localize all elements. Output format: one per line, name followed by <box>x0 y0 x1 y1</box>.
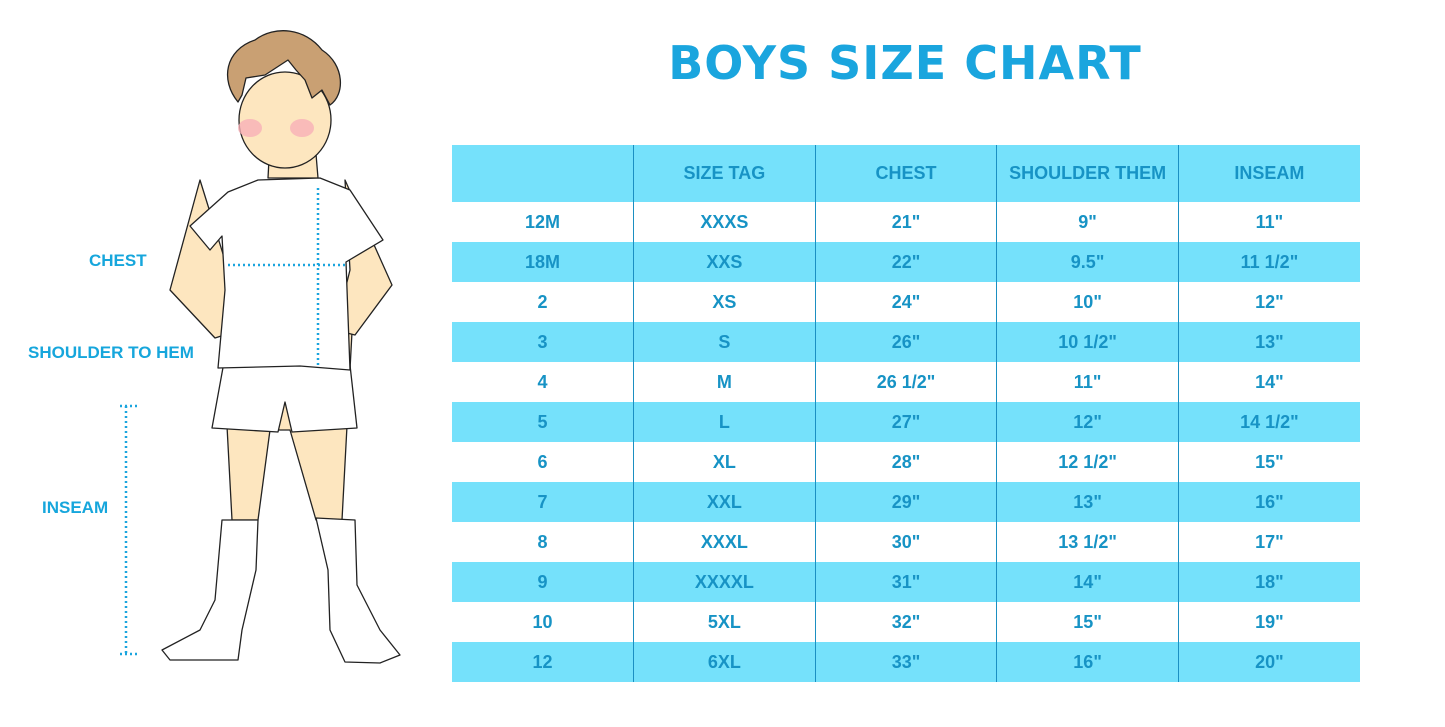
cell-shoulder: 16" <box>996 642 1179 682</box>
table-row: 5 L 27" 12" 14 1/2" <box>452 402 1360 442</box>
table-row: 6 XL 28" 12 1/2" 15" <box>452 442 1360 482</box>
cell-size-tag: XXL <box>633 482 816 522</box>
cell-chest: 29" <box>814 482 997 522</box>
table-row: 18M XXS 22" 9.5" 11 1/2" <box>452 242 1360 282</box>
cell-inseam: 14" <box>1177 362 1360 402</box>
header-inseam: INSEAM <box>1177 145 1360 202</box>
cell-age: 12 <box>452 642 634 682</box>
cell-shoulder: 12 1/2" <box>996 442 1179 482</box>
cell-shoulder: 10" <box>996 282 1179 322</box>
cell-shoulder: 11" <box>996 362 1179 402</box>
boy-illustration: CHEST SHOULDER TO HEM INSEAM <box>0 0 440 723</box>
cell-age: 8 <box>537 531 548 552</box>
cell-inseam: 14 1/2" <box>1177 402 1360 442</box>
boy-figure-icon <box>120 30 401 664</box>
cell-size-tag: XXXXL <box>633 562 816 602</box>
cell-inseam: 15" <box>1177 442 1360 482</box>
size-table: SIZE TAG CHEST SHOULDER THEM INSEAM 12M X… <box>452 145 1360 682</box>
cell-chest: 21" <box>814 202 997 242</box>
table-row: 12M XXXS 21" 9" 11" <box>452 202 1360 242</box>
cell-age: 3 <box>452 322 634 362</box>
cell-age: 2 <box>537 291 548 312</box>
cell-shoulder: 13" <box>996 482 1179 522</box>
shoulder-to-hem-label: SHOULDER TO HEM <box>28 343 194 362</box>
cell-size-tag: XXXL <box>633 522 816 562</box>
cell-size-tag: L <box>633 402 816 442</box>
cell-chest: 26 1/2" <box>814 362 997 402</box>
cell-size-tag: XL <box>633 442 816 482</box>
chest-label: CHEST <box>89 251 147 270</box>
cell-chest: 30" <box>814 522 997 562</box>
table-row: 2 XS 24" 10" 12" <box>452 282 1360 322</box>
cell-size-tag: 6XL <box>633 642 816 682</box>
cell-chest: 27" <box>814 402 997 442</box>
table-row: 10 5XL 32" 15" 19" <box>452 602 1360 642</box>
cell-shoulder: 9.5" <box>996 242 1179 282</box>
cell-inseam: 11" <box>1177 202 1360 242</box>
cell-inseam: 16" <box>1177 482 1360 522</box>
cell-chest: 33" <box>814 642 997 682</box>
cell-shoulder: 9" <box>996 202 1179 242</box>
cell-size-tag: XXXS <box>633 202 816 242</box>
cell-size-tag: XS <box>633 282 816 322</box>
header-shoulder: SHOULDER THEM <box>996 145 1179 202</box>
table-header-row: SIZE TAG CHEST SHOULDER THEM INSEAM <box>452 145 1360 202</box>
cell-inseam: 11 1/2" <box>1177 242 1360 282</box>
cell-shoulder: 13 1/2" <box>996 522 1179 562</box>
cell-age: 6 <box>537 451 548 472</box>
cell-inseam: 19" <box>1177 602 1360 642</box>
header-age <box>452 145 634 202</box>
table-row: 8 XXXL 30" 13 1/2" 17" <box>452 522 1360 562</box>
table-row: 12 6XL 33" 16" 20" <box>452 642 1360 682</box>
cell-chest: 28" <box>814 442 997 482</box>
cell-chest: 22" <box>814 242 997 282</box>
table-row: 3 S 26" 10 1/2" 13" <box>452 322 1360 362</box>
cell-inseam: 18" <box>1177 562 1360 602</box>
table-row: 4 M 26 1/2" 11" 14" <box>452 362 1360 402</box>
cell-age: 9 <box>452 562 634 602</box>
cell-age: 10 <box>532 611 553 632</box>
cell-size-tag: XXS <box>633 242 816 282</box>
cell-inseam: 17" <box>1177 522 1360 562</box>
cell-chest: 24" <box>814 282 997 322</box>
cell-chest: 26" <box>814 322 997 362</box>
cell-shoulder: 14" <box>996 562 1179 602</box>
cell-age: 12M <box>525 211 561 232</box>
cell-shoulder: 15" <box>996 602 1179 642</box>
cell-age: 4 <box>537 371 548 392</box>
cell-shoulder: 10 1/2" <box>996 322 1179 362</box>
cell-inseam: 12" <box>1177 282 1360 322</box>
table-row: 7 XXL 29" 13" 16" <box>452 482 1360 522</box>
cell-chest: 31" <box>814 562 997 602</box>
cell-inseam: 20" <box>1177 642 1360 682</box>
cell-chest: 32" <box>814 602 997 642</box>
cell-shoulder: 12" <box>996 402 1179 442</box>
cell-size-tag: S <box>633 322 816 362</box>
cell-age: 7 <box>452 482 634 522</box>
cell-age: 5 <box>452 402 634 442</box>
page-title: BOYS SIZE CHART <box>668 36 1142 90</box>
cell-inseam: 13" <box>1177 322 1360 362</box>
cell-size-tag: M <box>633 362 816 402</box>
inseam-label: INSEAM <box>42 498 109 517</box>
cell-age: 18M <box>452 242 634 282</box>
cell-size-tag: 5XL <box>633 602 816 642</box>
table-row: 9 XXXXL 31" 14" 18" <box>452 562 1360 602</box>
header-chest: CHEST <box>814 145 997 202</box>
header-size-tag: SIZE TAG <box>633 145 816 202</box>
